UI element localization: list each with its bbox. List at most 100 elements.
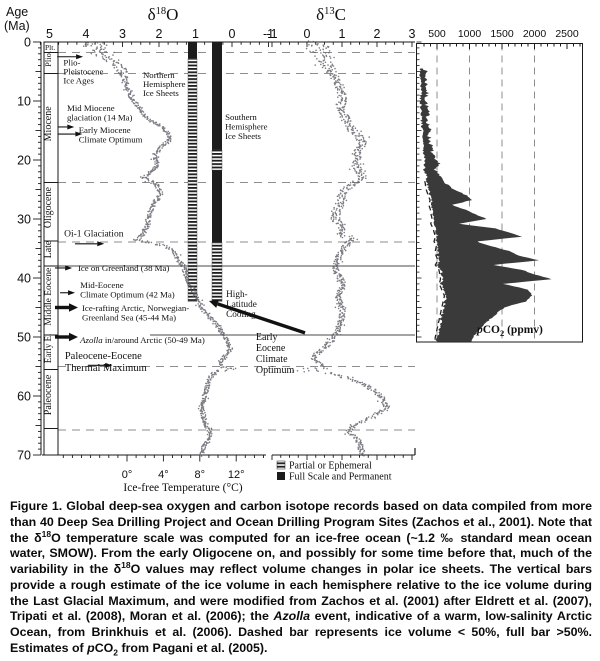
svg-text:Plt.: Plt.	[45, 43, 55, 52]
caption-segment: p	[87, 640, 95, 655]
svg-text:2000: 2000	[523, 28, 547, 40]
svg-text:60: 60	[17, 390, 31, 404]
annotation-oi-1-glaciation: Oi-1 Glaciation	[64, 230, 124, 247]
caption-segment: O temperature scale was computed for an …	[10, 530, 592, 577]
annotation-ice-rafting-arctic: Ice-rafting Arctic, Norwegian-Greenland …	[54, 303, 189, 323]
svg-text:Ice Ages: Ice Ages	[63, 76, 94, 86]
svg-text:Plio-: Plio-	[63, 58, 80, 68]
svg-text:-1: -1	[266, 27, 277, 41]
pco2-axis-label: pCO2 (ppmv)	[476, 324, 543, 338]
caption-segment: 2	[113, 647, 119, 658]
temperature-axis-label: Ice-free Temperature (°C)	[123, 482, 242, 494]
svg-text:Optimum: Optimum	[256, 365, 295, 376]
svg-text:Late: Late	[43, 240, 54, 258]
legend-swatch-full	[277, 472, 285, 480]
d18o-scatter	[82, 41, 237, 457]
svg-text:Eocene: Eocene	[256, 343, 286, 354]
svg-text:Cooling: Cooling	[226, 309, 256, 319]
svg-text:Azolla in/around Arctic (50-49: Azolla in/around Arctic (50-49 Ma)	[79, 335, 205, 345]
caption-segment: event, indicative of a warm, low-salinit…	[10, 609, 592, 655]
svg-text:Thermal Maximum: Thermal Maximum	[65, 363, 147, 374]
svg-text:Early: Early	[256, 332, 278, 343]
svg-text:Latitude: Latitude	[226, 299, 257, 309]
svg-text:0°: 0°	[122, 469, 133, 481]
svg-text:40: 40	[17, 272, 31, 286]
legend-swatch-partial	[276, 460, 286, 470]
event-gridlines	[58, 52, 415, 431]
svg-text:Paleocene: Paleocene	[43, 374, 54, 415]
southern-hemisphere-ice-bar	[211, 42, 223, 302]
svg-text:Hemisphere: Hemisphere	[225, 121, 268, 131]
annotation-azolla-event: Azolla in/around Arctic (50-49 Ma)	[54, 332, 205, 345]
svg-text:4: 4	[83, 27, 90, 41]
svg-text:Ice-rafting Arctic, Norwegian-: Ice-rafting Arctic, Norwegian-	[82, 303, 189, 313]
svg-text:Oi-1 Glaciation: Oi-1 Glaciation	[64, 230, 124, 240]
svg-text:Plio.: Plio.	[43, 51, 53, 67]
caption-segment: 18	[41, 528, 52, 539]
svg-text:-1: -1	[263, 27, 274, 41]
svg-text:0: 0	[229, 27, 236, 41]
caption-segment: O values may reflect volume changes in p…	[10, 562, 592, 624]
caption-segment: CO	[94, 640, 114, 655]
caption-segment: 18	[121, 559, 131, 570]
svg-text:8°: 8°	[195, 469, 206, 481]
pco2-panel: 500 1000 1500 2000 2500 pCO2 (ppmv)	[415, 28, 584, 343]
svg-text:0: 0	[24, 36, 31, 50]
svg-text:0: 0	[304, 27, 311, 41]
svg-text:1: 1	[192, 27, 199, 41]
legend-label-full: Full Scale and Permanent	[289, 472, 392, 483]
svg-text:1: 1	[339, 27, 346, 41]
northern-hemisphere-ice-bar	[187, 42, 198, 302]
legend-label-partial: Partial or Ephemeral	[289, 461, 372, 472]
svg-text:2: 2	[374, 27, 381, 41]
svg-text:Climate Optimum: Climate Optimum	[79, 134, 143, 144]
svg-text:1500: 1500	[490, 28, 514, 40]
svg-text:High-: High-	[226, 289, 247, 299]
svg-text:3: 3	[119, 27, 126, 41]
svg-text:12°: 12°	[228, 469, 245, 481]
svg-text:Early Miocene: Early Miocene	[79, 125, 131, 135]
svg-text:Climate Optimum (42 Ma): Climate Optimum (42 Ma)	[80, 290, 175, 300]
age-axis: 0 10 20 30 40 50 60 70	[17, 36, 42, 463]
svg-text:Oligocene: Oligocene	[43, 187, 54, 229]
d13c-scatter	[292, 40, 391, 457]
svg-text:5: 5	[46, 27, 53, 41]
figure-caption: Figure 1. Global deep-sea oxygen and car…	[10, 499, 592, 657]
panel-title: δ18O	[148, 5, 179, 24]
svg-text:500: 500	[428, 28, 446, 40]
panel-title: δ13C	[316, 5, 346, 24]
epoch-box-blank	[43, 427, 59, 456]
caption-segment: from Pagani et al. (2005).	[118, 640, 268, 655]
svg-text:Ice Sheets: Ice Sheets	[143, 88, 179, 98]
age-axis-label-line1: Age	[6, 5, 28, 19]
svg-text:70: 70	[17, 449, 31, 463]
svg-text:Miocene: Miocene	[43, 106, 54, 142]
annotation-ice-on-greenland: Ice on Greenland (38 Ma)	[54, 263, 169, 273]
svg-text:Paleocene-Eocene: Paleocene-Eocene	[65, 351, 142, 362]
svg-text:30: 30	[17, 213, 31, 227]
epoch-column: Plt.Plio. Miocene Oligocene Late Middle Eoce…	[43, 41, 59, 456]
svg-text:1000: 1000	[458, 28, 482, 40]
caption-segment: Figure 1. Global deep-sea oxygen and car…	[10, 499, 592, 545]
svg-text:Greenland Sea (45-44 Ma): Greenland Sea (45-44 Ma)	[82, 313, 176, 323]
svg-text:Ice Sheets: Ice Sheets	[225, 131, 261, 141]
ice-bar-legend: Partial or Ephemeral Full Scale and Perm…	[276, 460, 392, 483]
svg-text:glaciation (14 Ma): glaciation (14 Ma)	[67, 113, 133, 123]
svg-text:50: 50	[17, 331, 31, 345]
svg-text:2500: 2500	[555, 28, 579, 40]
svg-text:3: 3	[409, 27, 416, 41]
svg-text:Hemisphere: Hemisphere	[143, 79, 186, 89]
svg-text:Ice on Greenland (38 Ma): Ice on Greenland (38 Ma)	[78, 263, 169, 273]
